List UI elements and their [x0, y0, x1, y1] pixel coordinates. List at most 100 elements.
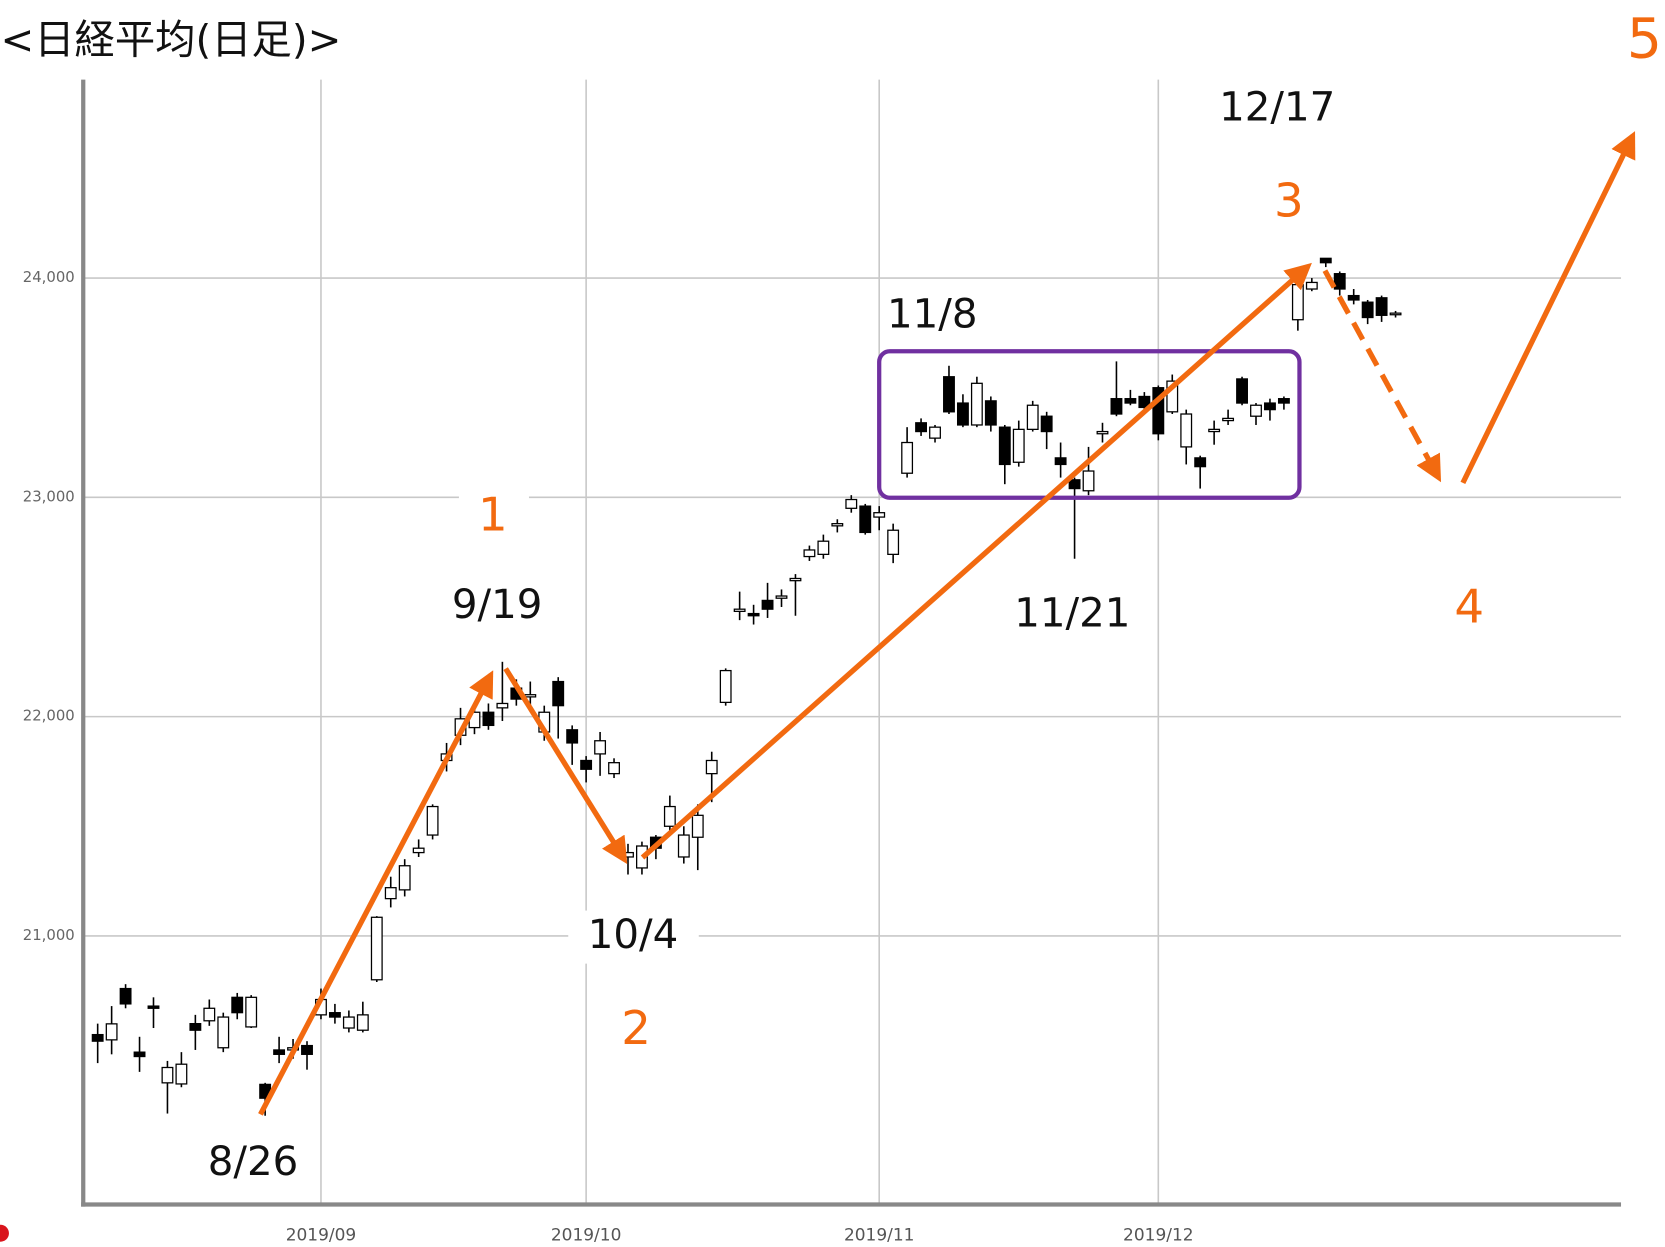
arrow	[1460, 131, 1636, 485]
candle-body	[524, 694, 537, 698]
range-box	[877, 349, 1302, 500]
candle-body	[845, 498, 858, 509]
candle-body	[677, 834, 690, 858]
candle-body	[1180, 413, 1193, 448]
candle-body	[608, 762, 620, 775]
arrow	[640, 262, 1312, 860]
candle-body	[1026, 404, 1039, 430]
arrow	[503, 667, 628, 865]
candle-body	[663, 805, 676, 827]
candle-body	[203, 1007, 216, 1022]
annotation: 3	[1274, 174, 1304, 228]
candle-body	[789, 577, 802, 582]
x-tick-label: 2019/12	[1123, 1225, 1194, 1245]
candle-body	[1124, 398, 1137, 404]
plot-area: 21,000 22,000 23,000 24,000 2019/09 2019/10 20…	[23, 79, 1622, 1245]
candle-body	[1347, 294, 1360, 301]
candle-body	[1361, 301, 1374, 319]
candle-body	[552, 680, 565, 707]
candle-body	[1277, 398, 1290, 404]
x-tick-label: 2019/09	[286, 1225, 357, 1245]
candle-body	[370, 916, 383, 981]
annotation: 11/8	[887, 290, 978, 337]
candle-body	[733, 608, 746, 613]
candle-body	[929, 426, 941, 439]
candle-body	[482, 711, 495, 727]
label-bg	[458, 486, 529, 552]
candle-body	[1096, 430, 1109, 435]
y-tick-label: 23,000	[23, 487, 75, 505]
candle-body	[189, 1022, 202, 1031]
candle-body	[859, 505, 872, 534]
candle-body	[719, 669, 732, 704]
annotation: 5	[1627, 8, 1662, 72]
candle-body	[1040, 415, 1053, 433]
candle-body	[1138, 395, 1151, 409]
y-tick-label: 22,000	[23, 707, 75, 725]
x-tick-label: 2019/10	[551, 1225, 622, 1245]
candle-body	[147, 1005, 160, 1009]
candle-body	[747, 612, 760, 617]
candle-body	[566, 729, 579, 744]
annotation: 10/4	[588, 911, 679, 958]
candle-body	[1236, 378, 1248, 404]
candle-body	[775, 595, 788, 599]
candle-body	[384, 887, 397, 900]
candle-body	[1194, 457, 1207, 468]
candle-body	[217, 1016, 230, 1049]
candle-body	[412, 847, 425, 854]
candle-body	[873, 512, 886, 518]
candle-body	[1110, 398, 1123, 415]
candle-body	[1082, 470, 1095, 492]
annotation: 9/19	[452, 581, 543, 628]
corner-dot	[0, 1224, 9, 1242]
chart-title: <日経平均(日足)>	[0, 16, 341, 63]
candle-body	[119, 987, 132, 1005]
candle-body	[1375, 297, 1388, 316]
candle-body	[803, 549, 816, 558]
candle-body	[301, 1044, 313, 1055]
candle-body	[1291, 283, 1304, 321]
annotation: 1	[478, 488, 508, 542]
candle-body	[1333, 273, 1346, 290]
candle-body	[1208, 428, 1221, 433]
candle-body	[1389, 312, 1402, 316]
candle-body	[998, 426, 1011, 466]
candle-body	[133, 1051, 146, 1058]
arrow-dashed	[1322, 269, 1442, 483]
trend-arrows	[258, 131, 1636, 1116]
candle-body	[328, 1012, 341, 1018]
candle-body	[580, 759, 593, 770]
candle-body	[691, 814, 704, 838]
candle-body	[984, 400, 997, 426]
candle-body	[245, 996, 258, 1028]
candle-body	[91, 1033, 104, 1042]
candle-body	[817, 540, 830, 555]
candle-body	[398, 865, 411, 891]
x-tick-label: 2019/11	[844, 1225, 915, 1245]
candle-body	[915, 422, 928, 433]
candle-body	[496, 702, 509, 709]
candle-body	[1012, 428, 1025, 463]
candle-body	[705, 759, 718, 775]
candle-body	[342, 1016, 355, 1029]
annotation: 12/17	[1219, 83, 1335, 130]
candle-body	[1222, 417, 1235, 422]
candle-body	[887, 529, 900, 555]
candle-body	[231, 996, 244, 1014]
candle-body	[1166, 380, 1179, 413]
candle-body	[1250, 404, 1262, 417]
y-tick-label: 21,000	[23, 926, 75, 944]
candle-body	[105, 1023, 118, 1041]
candle-body	[273, 1049, 286, 1055]
candle-body	[426, 805, 439, 836]
candle-body	[594, 740, 607, 755]
label-bg	[568, 910, 699, 964]
candle-body	[831, 523, 844, 527]
candle-body	[1319, 257, 1332, 264]
annotation: 4	[1454, 581, 1484, 635]
candle-body	[175, 1063, 188, 1085]
arrow	[258, 670, 494, 1116]
